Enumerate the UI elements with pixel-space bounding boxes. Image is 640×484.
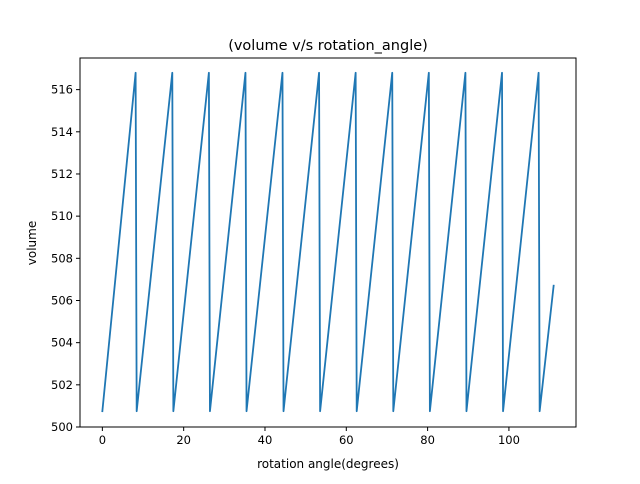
x-tick-label-80: 80 [420, 433, 435, 447]
y-tick-label-500: 500 [51, 420, 73, 434]
y-tick-label-510: 510 [51, 209, 73, 223]
chart-title: (volume v/s rotation_angle) [228, 38, 428, 54]
x-tick-label-100: 100 [498, 433, 520, 447]
y-tick-label-514: 514 [51, 125, 73, 139]
x-axis-label: rotation angle(degrees) [257, 457, 399, 471]
y-tick-label-504: 504 [51, 336, 73, 350]
series-line-0 [101, 71, 555, 413]
x-tick-label-60: 60 [339, 433, 354, 447]
y-tick-label-506: 506 [51, 293, 73, 307]
y-axis-label: volume [25, 221, 39, 265]
x-tick-label-20: 20 [176, 433, 191, 447]
y-tick-label-512: 512 [51, 167, 73, 181]
y-tick-label-502: 502 [51, 378, 73, 392]
plot-area: 0 20 40 60 80 100 500 502 504 506 508 510 512 514 516 [51, 57, 577, 447]
y-tick-label-516: 516 [51, 83, 73, 97]
axes-frame [79, 57, 577, 428]
y-tick-label-508: 508 [51, 251, 73, 265]
x-tick-label-40: 40 [258, 433, 273, 447]
x-tick-label-0: 0 [99, 433, 106, 447]
